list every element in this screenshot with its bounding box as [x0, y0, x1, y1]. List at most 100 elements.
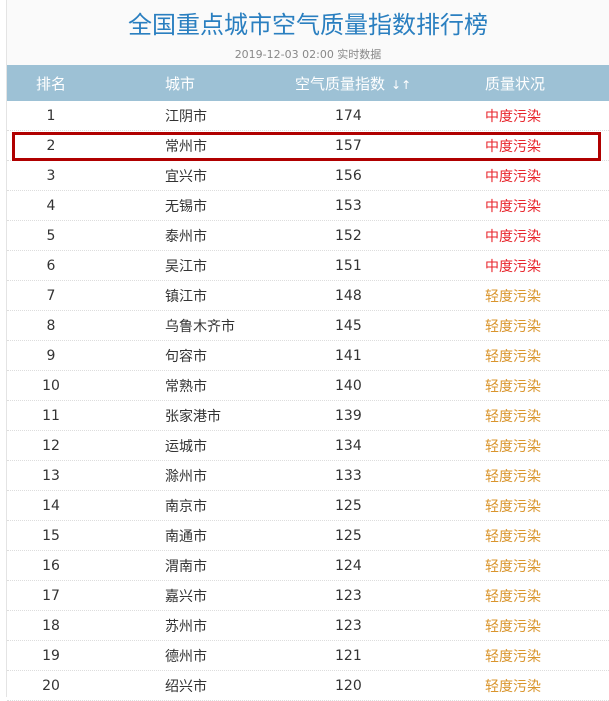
rank-cell: 7: [46, 287, 56, 304]
rank-cell: 16: [42, 557, 60, 574]
rank-cell: 15: [42, 527, 60, 544]
aqi-cell: 156: [335, 167, 362, 184]
table-row: 9 句容市 141 轻度污染: [7, 341, 609, 371]
aqi-cell: 151: [335, 257, 362, 274]
aqi-cell: 148: [335, 287, 362, 304]
status-cell: 中度污染: [485, 138, 541, 155]
table-body: 1 江阴市 174 中度污染 2 常州市 157 中度污染 3 宜兴市 156 中度…: [7, 101, 609, 701]
status-cell: 轻度污染: [485, 288, 541, 305]
rank-cell: 18: [42, 617, 60, 634]
header-rank: 排名: [35, 74, 66, 93]
table-row: 15 南通市 125 轻度污染: [7, 521, 609, 551]
status-cell: 轻度污染: [485, 378, 541, 395]
rank-cell: 6: [46, 257, 56, 274]
rank-cell: 5: [46, 227, 56, 244]
city-cell: 德州市: [165, 648, 207, 665]
status-cell: 轻度污染: [485, 678, 541, 695]
status-cell: 轻度污染: [485, 498, 541, 515]
city-cell: 南通市: [165, 528, 207, 545]
aqi-cell: 134: [335, 437, 362, 454]
aqi-cell: 140: [335, 377, 362, 394]
sort-arrows-icon[interactable]: ↓↑: [391, 77, 412, 92]
status-cell: 轻度污染: [485, 348, 541, 365]
city-cell: 滁州市: [165, 468, 207, 485]
rank-cell: 19: [42, 647, 60, 664]
city-cell: 吴江市: [165, 258, 207, 275]
city-cell: 宜兴市: [165, 168, 207, 185]
status-cell: 中度污染: [485, 168, 541, 185]
status-cell: 中度污染: [485, 228, 541, 245]
table-header: 排名 城市 空气质量指数 ↓↑ 质量状况: [7, 65, 609, 101]
status-cell: 中度污染: [485, 258, 541, 275]
status-cell: 中度污染: [485, 198, 541, 215]
page-title: 全国重点城市空气质量指数排行榜: [128, 11, 488, 39]
aqi-cell: 133: [335, 467, 362, 484]
aqi-cell: 120: [335, 677, 362, 694]
aqi-cell: 124: [335, 557, 362, 574]
rank-cell: 9: [46, 347, 56, 364]
table-row: 19 德州市 121 轻度污染: [7, 641, 609, 671]
rank-cell: 10: [42, 377, 60, 394]
rank-cell: 2: [46, 137, 56, 154]
rank-cell: 11: [42, 407, 60, 424]
table-row: 12 运城市 134 轻度污染: [7, 431, 609, 461]
rank-cell: 14: [42, 497, 60, 514]
status-cell: 轻度污染: [485, 408, 541, 425]
city-cell: 镇江市: [165, 288, 207, 305]
rank-cell: 20: [42, 677, 60, 694]
table-row: 18 苏州市 123 轻度污染: [7, 611, 609, 641]
aqi-cell: 174: [335, 107, 362, 124]
table-row: 6 吴江市 151 中度污染: [7, 251, 609, 281]
rank-cell: 12: [42, 437, 60, 454]
aqi-cell: 123: [335, 617, 362, 634]
aqi-cell: 125: [335, 527, 362, 544]
city-cell: 无锡市: [165, 198, 207, 215]
status-cell: 轻度污染: [485, 468, 541, 485]
table-row: 16 渭南市 124 轻度污染: [7, 551, 609, 581]
table-row: 4 无锡市 153 中度污染: [7, 191, 609, 221]
status-cell: 轻度污染: [485, 618, 541, 635]
header-aqi-label: 空气质量指数: [295, 74, 386, 93]
aqi-cell: 153: [335, 197, 362, 214]
table-row: 7 镇江市 148 轻度污染: [7, 281, 609, 311]
city-cell: 常熟市: [165, 378, 207, 395]
aqi-cell: 157: [335, 137, 362, 154]
city-cell: 江阴市: [165, 108, 207, 125]
header-city: 城市: [165, 74, 196, 93]
table-row: 5 泰州市 152 中度污染: [7, 221, 609, 251]
aqi-cell: 123: [335, 587, 362, 604]
city-cell: 句容市: [165, 348, 207, 365]
status-cell: 轻度污染: [485, 588, 541, 605]
status-cell: 轻度污染: [485, 528, 541, 545]
rank-cell: 13: [42, 467, 60, 484]
city-cell: 张家港市: [165, 408, 221, 425]
aqi-cell: 139: [335, 407, 362, 424]
aqi-cell: 152: [335, 227, 362, 244]
header-aqi[interactable]: 空气质量指数 ↓↑: [265, 73, 485, 94]
header-status: 质量状况: [485, 74, 546, 93]
city-cell: 苏州市: [165, 618, 207, 635]
aqi-cell: 145: [335, 317, 362, 334]
table-row: 2 常州市 157 中度污染: [7, 131, 609, 161]
rank-cell: 3: [46, 167, 56, 184]
city-cell: 嘉兴市: [165, 588, 207, 605]
status-cell: 中度污染: [485, 108, 541, 125]
table-row: 17 嘉兴市 123 轻度污染: [7, 581, 609, 611]
aqi-cell: 141: [335, 347, 362, 364]
update-time: 2019-12-03 02:00 实时数据: [234, 48, 382, 61]
city-cell: 绍兴市: [165, 678, 207, 695]
rank-cell: 8: [46, 317, 56, 334]
city-cell: 渭南市: [165, 558, 207, 575]
ranking-panel: 全国重点城市空气质量指数排行榜 2019-12-03 02:00 实时数据 排名…: [6, 0, 609, 701]
aqi-cell: 121: [335, 647, 362, 664]
rank-cell: 1: [46, 107, 56, 124]
status-cell: 轻度污染: [485, 318, 541, 335]
status-cell: 轻度污染: [485, 648, 541, 665]
city-cell: 乌鲁木齐市: [165, 318, 235, 335]
aqi-cell: 125: [335, 497, 362, 514]
rank-cell: 4: [46, 197, 56, 214]
city-cell: 运城市: [165, 438, 207, 455]
table-row: 3 宜兴市 156 中度污染: [7, 161, 609, 191]
city-cell: 泰州市: [165, 228, 207, 245]
table-row: 10 常熟市 140 轻度污染: [7, 371, 609, 401]
